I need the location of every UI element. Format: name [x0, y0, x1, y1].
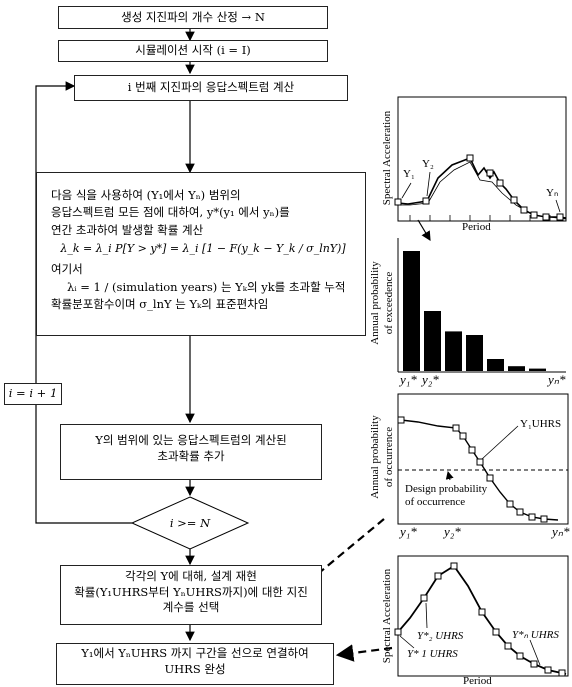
step-start-text: 시뮬레이션 시작 (i = I)	[135, 43, 251, 58]
plot2-x-y1: y₁*	[400, 372, 417, 387]
plot3-x-yn: yₙ*	[552, 524, 570, 539]
exceedance-bar	[466, 335, 483, 371]
decision-label: i >= N	[169, 516, 211, 530]
plot3-x-y1: y₁*	[400, 524, 417, 539]
step-start-box: 시뮬레이션 시작 (i = I)	[58, 40, 328, 62]
select-line-1: 각각의 Y에 대해, 설계 재현	[125, 569, 257, 583]
select-line-3: 계수를 선택	[162, 600, 220, 615]
prob-line-3: 연간 초과하여 발생할 확률 계산	[51, 222, 204, 237]
connect-line-2: UHRS 완성	[164, 661, 226, 676]
plot2-x-y2: y₂*	[422, 372, 439, 387]
step-count-box: 생성 지진파의 개수 산정 → N	[58, 6, 328, 29]
plot1-xlabel: Period	[462, 221, 491, 233]
decision-diamond	[130, 496, 250, 550]
plot4-label-y2: Y*₂ UHRS	[417, 630, 464, 642]
exceedance-bar	[445, 331, 462, 371]
plot3-curve-label: Y₁UHRS	[520, 418, 562, 430]
connect-line-1: Y₁에서 YₙUHRS 까지 구간을 선으로 연결하여	[81, 646, 309, 660]
step-spectrum-box: i 번째 지진파의 응답스펙트럼 계산	[74, 75, 348, 101]
exceedance-bar	[508, 366, 525, 371]
step-select-box: 각각의 Y에 대해, 설계 재현 확률(Y₁UHRS부터 YₙUHRS까지)에 …	[60, 565, 322, 625]
add-line-2: 초과확률 추가	[157, 448, 225, 463]
plot3-x-y2: y₂*	[444, 524, 461, 539]
plot4-label-yn: Y*ₙ UHRS	[512, 629, 559, 641]
plot4-ylabel: Spectral Acceleration	[381, 568, 393, 664]
exceedance-bar	[529, 368, 546, 371]
loop-text: i = i + 1	[8, 386, 58, 401]
prob-def-1: λᵢ = 1 / (simulation years) 는 Yₖ의 yk를 초과…	[67, 279, 346, 294]
step-spectrum-text: i 번째 지진파의 응답스펙트럼 계산	[127, 80, 295, 95]
prob-where: 여기서	[51, 262, 83, 277]
exceedance-bar	[403, 251, 420, 371]
plot3-design-2: of occurrence	[405, 496, 466, 508]
prob-line-2: 응답스펙트럼 모든 점에 대하여, y*(y₁ 에서 yₙ)를	[51, 205, 290, 220]
plot1-label-y2: Y₂	[422, 158, 434, 170]
prob-def-2: 확률분포함수이며 σ_lnY 는 Yₖ의 표준편차임	[51, 296, 269, 311]
prob-formula: λ_k = λ_i P[Y > y*] = λ_i [1 − F(y_k − Y…	[60, 241, 346, 255]
plot4-xlabel: Period	[463, 675, 492, 687]
step-count-text: 생성 지진파의 개수 산정 → N	[121, 9, 265, 24]
plot1-label-yn: Yₙ	[546, 187, 559, 199]
select-line-2: 확률(Y₁UHRS부터 YₙUHRS까지)에 대한 지진	[74, 584, 308, 599]
add-line-1: Y의 범위에 있는 응답스펙트럼의 계산된	[95, 433, 287, 447]
loop-box: i = i + 1	[4, 383, 62, 405]
exceedance-bar	[424, 311, 441, 371]
step-connect-box: Y₁에서 YₙUHRS 까지 구간을 선으로 연결하여 UHRS 완성	[56, 643, 334, 685]
step-add-box: Y의 범위에 있는 응답스펙트럼의 계산된 초과확률 추가	[60, 424, 322, 480]
plot4-label-y1: Y* 1 UHRS	[407, 648, 458, 660]
step-probability-box: 다음 식을 사용하여 (Y₁에서 Yₙ) 범위의 응답스펙트럼 모든 점에 대하…	[36, 172, 366, 336]
plot1-label-y1: Y₁	[403, 168, 415, 180]
exceedance-bar	[487, 359, 504, 371]
plot2-x-yn: yₙ*	[548, 372, 566, 387]
plot3-design-1: Design probability	[405, 483, 488, 495]
prob-line-1: 다음 식을 사용하여 (Y₁에서 Yₙ) 범위의	[51, 188, 241, 202]
